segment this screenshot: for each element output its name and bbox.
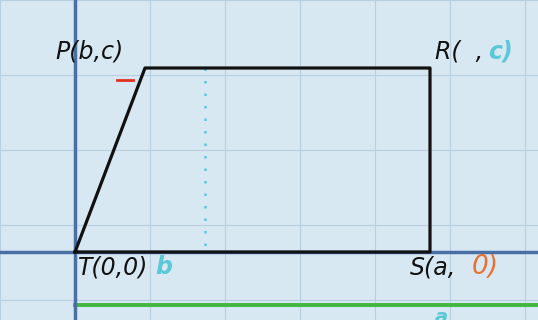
Text: P(b,c): P(b,c) [55, 39, 123, 63]
Text: T(0,0): T(0,0) [78, 255, 148, 279]
Text: a: a [435, 308, 448, 320]
Text: c): c) [488, 39, 513, 63]
Text: 0): 0) [472, 254, 499, 280]
Text: R(  ,: R( , [435, 39, 483, 63]
Text: b: b [155, 255, 172, 279]
Text: S(a,: S(a, [410, 255, 456, 279]
